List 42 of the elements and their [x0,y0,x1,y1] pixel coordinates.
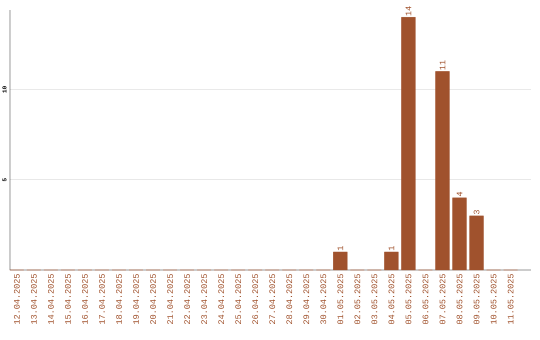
bar [469,216,484,270]
x-tick-label: 15.04.2025 [65,274,71,324]
x-tick-label: 29.04.2025 [303,274,310,324]
x-tick-label: 14.04.2025 [48,274,54,324]
x-tick-label: 19.04.2025 [133,274,139,324]
x-tick-label: 30.04.2025 [320,274,326,324]
bar [435,71,450,270]
data-label: 3 [474,210,480,214]
x-tick-label: 10.05.2025 [490,274,496,324]
x-tick-label: 01.05.2025 [337,274,344,324]
x-tick-label: 17.04.2025 [99,274,105,324]
x-tick-label: 28.04.2025 [286,274,292,324]
x-tick-label: 07.05.2025 [440,274,446,324]
x-tick-label: 18.04.2025 [116,274,122,324]
x-tick-label: 11.05.2025 [508,274,514,324]
bar [452,198,467,270]
data-label: 1 [388,246,394,250]
x-tick-label: 25.04.2025 [235,274,242,324]
x-tick-label: 23.04.2025 [201,274,207,324]
x-tick-label: 02.05.2025 [354,274,360,324]
x-tick-label: 06.05.2025 [422,274,428,324]
x-tick-label: 21.04.2025 [167,274,173,324]
data-label: 11 [440,60,446,70]
x-tick-label: 24.04.2025 [218,274,224,324]
data-label: 4 [456,192,462,196]
bar [401,17,416,270]
x-tick-label: 04.05.2025 [388,274,394,324]
bar [333,252,348,270]
bar [384,252,399,270]
x-tick-label: 08.05.2025 [456,274,462,324]
x-tick-label: 27.04.2025 [269,274,276,324]
x-tick-label: 16.04.2025 [82,274,88,324]
x-tick-label: 12.04.2025 [14,274,20,324]
x-tick-label: 20.04.2025 [150,274,156,324]
x-tick-label: 22.04.2025 [184,274,190,324]
x-tick-label: 26.04.2025 [252,274,258,324]
x-tick-label: 13.04.2025 [30,274,37,324]
x-tick-label: 09.05.2025 [474,274,480,324]
data-label: 14 [406,6,412,16]
data-label: 1 [338,246,344,250]
x-tick-label: 05.05.2025 [406,274,412,324]
x-tick-label: 03.05.2025 [371,274,378,324]
